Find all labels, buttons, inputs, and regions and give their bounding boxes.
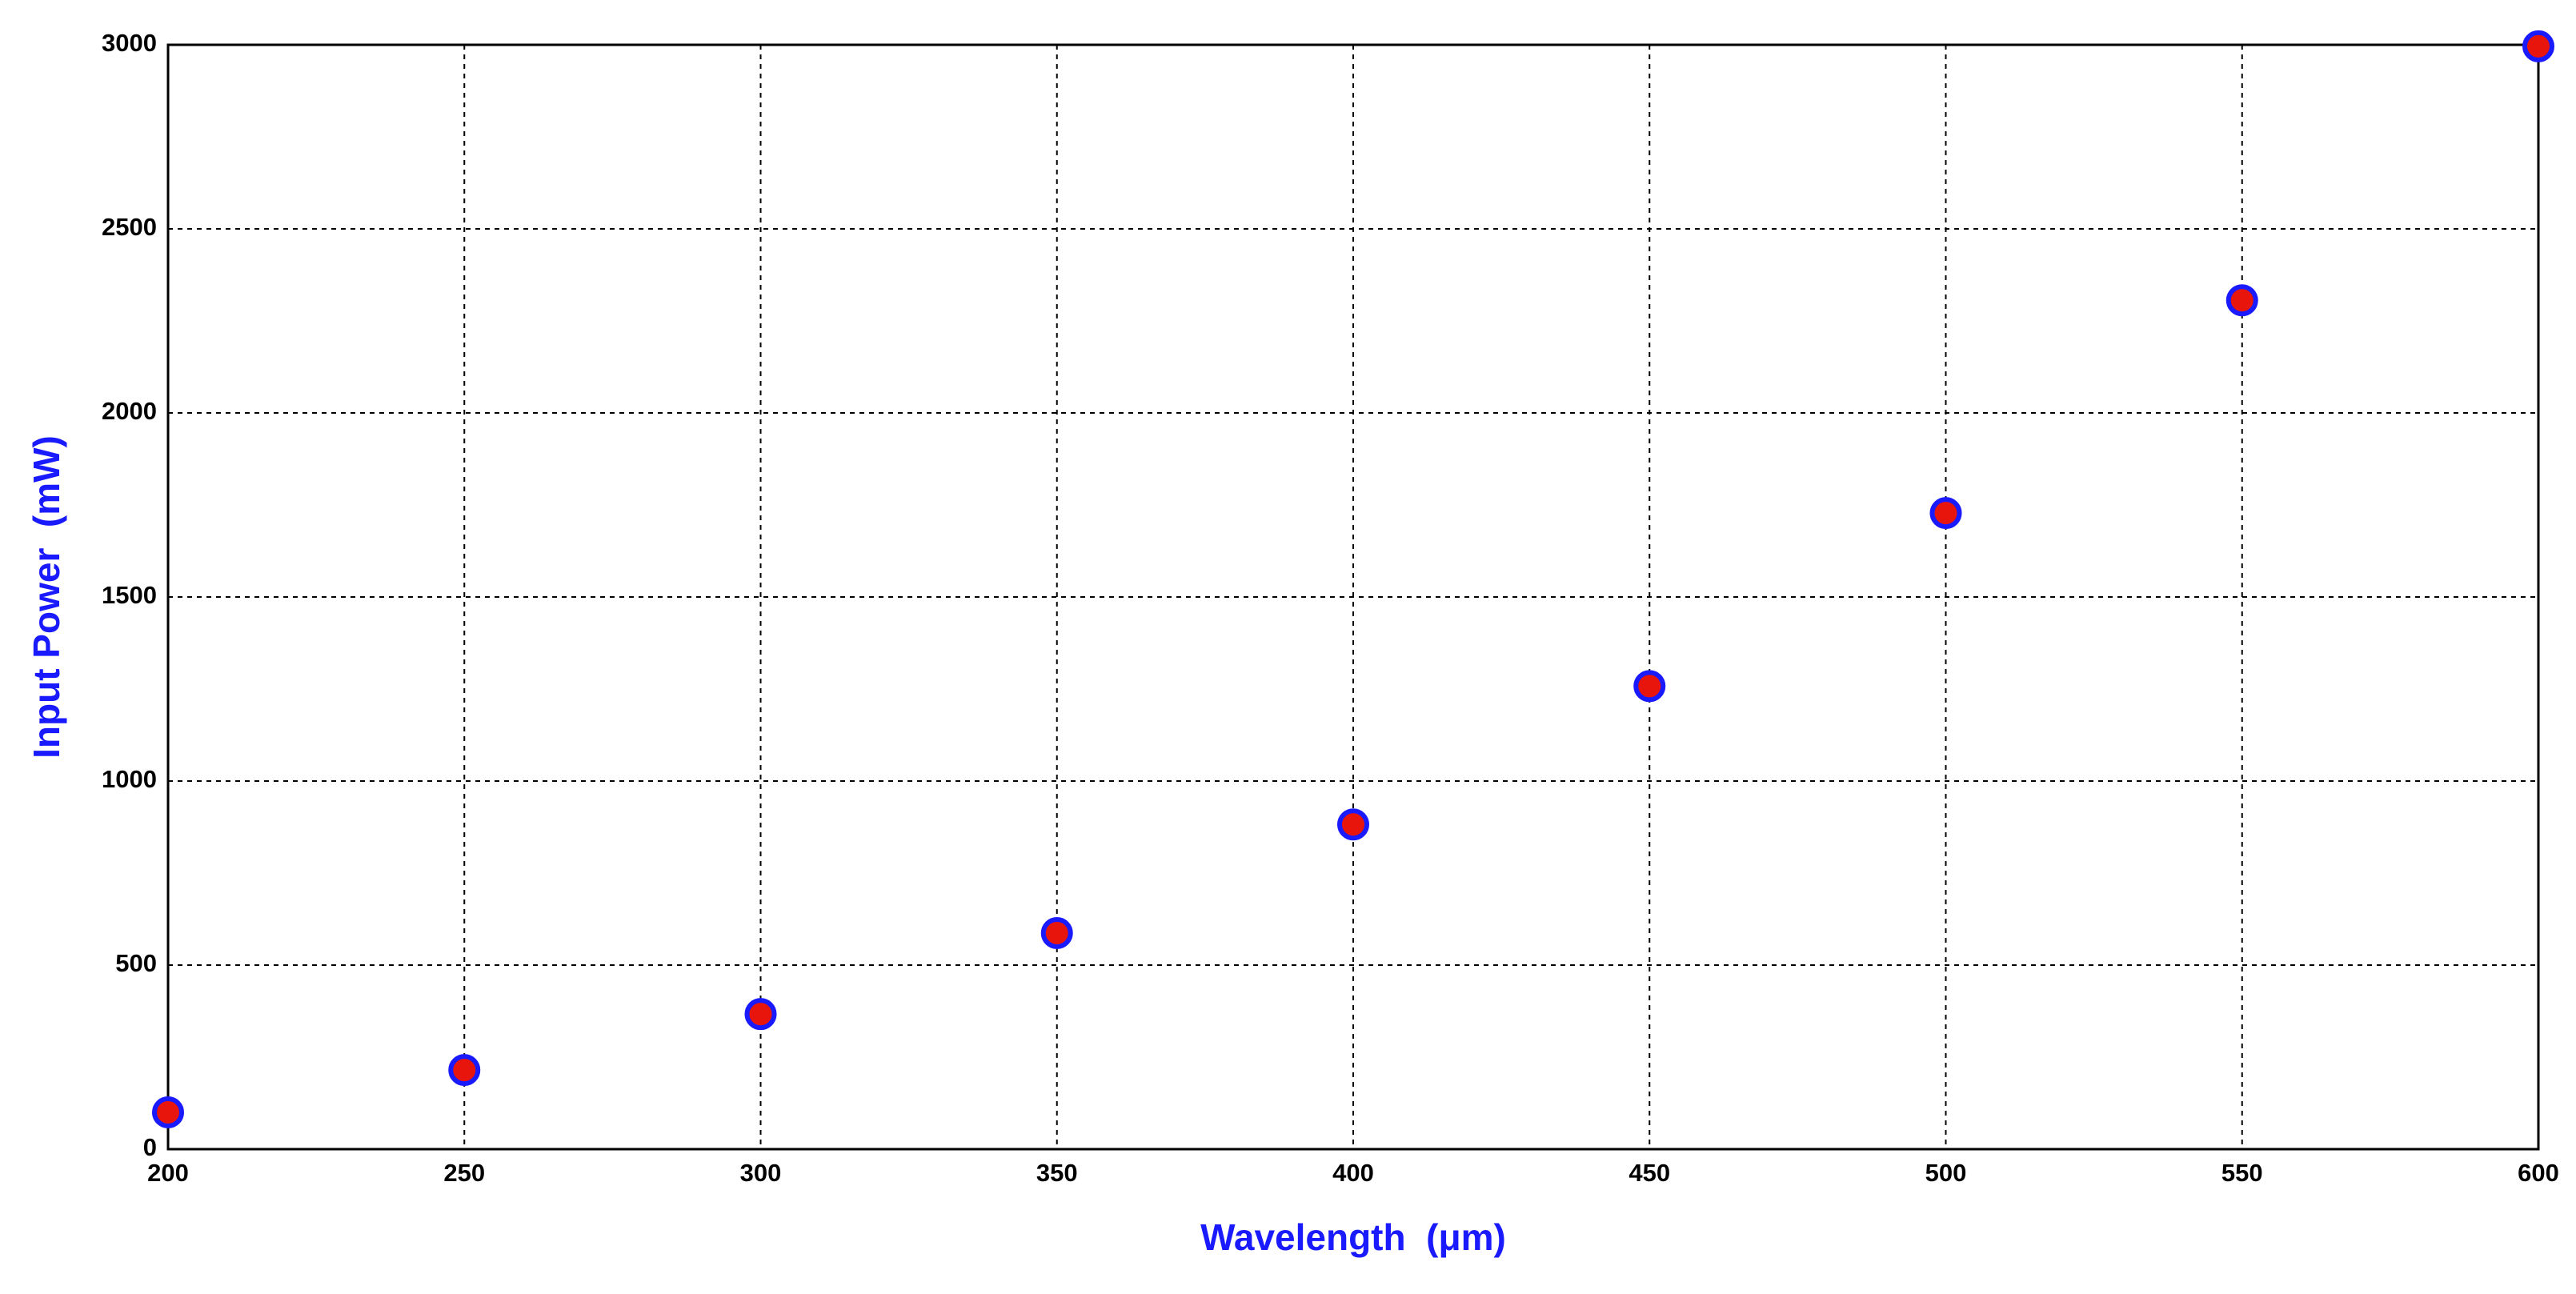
point — [2522, 30, 2554, 62]
y-tick-label: 2500 — [102, 213, 157, 241]
point — [744, 998, 777, 1031]
point — [448, 1054, 481, 1087]
point — [1633, 670, 1666, 703]
x-tick-label: 350 — [1036, 1159, 1078, 1187]
point — [1337, 808, 1369, 841]
point — [1040, 916, 1073, 949]
plot-frame — [166, 43, 2540, 1151]
x-axis-label: Wavelength (μm) — [1200, 1216, 1506, 1258]
x-tick-label: 550 — [2221, 1159, 2263, 1187]
point — [2225, 284, 2258, 317]
y-tick-label: 0 — [143, 1133, 157, 1161]
x-tick-label: 250 — [443, 1159, 485, 1187]
y-tick-label: 2000 — [102, 397, 157, 425]
y-tick-label: 1000 — [102, 765, 157, 793]
x-tick-label: 300 — [740, 1159, 782, 1187]
x-tick-label: 450 — [1629, 1159, 1670, 1187]
point — [152, 1096, 184, 1128]
x-tick-label: 200 — [147, 1159, 189, 1187]
x-tick-label: 600 — [2518, 1159, 2559, 1187]
x-tick-label: 500 — [1925, 1159, 1967, 1187]
y-tick-label: 3000 — [102, 29, 157, 57]
x-tick-label: 400 — [1332, 1159, 1374, 1187]
y-tick-label: 500 — [115, 949, 157, 977]
y-tick-label: 1500 — [102, 581, 157, 609]
point — [1929, 497, 1962, 530]
y-axis-label: Input Power (mW) — [26, 435, 67, 759]
